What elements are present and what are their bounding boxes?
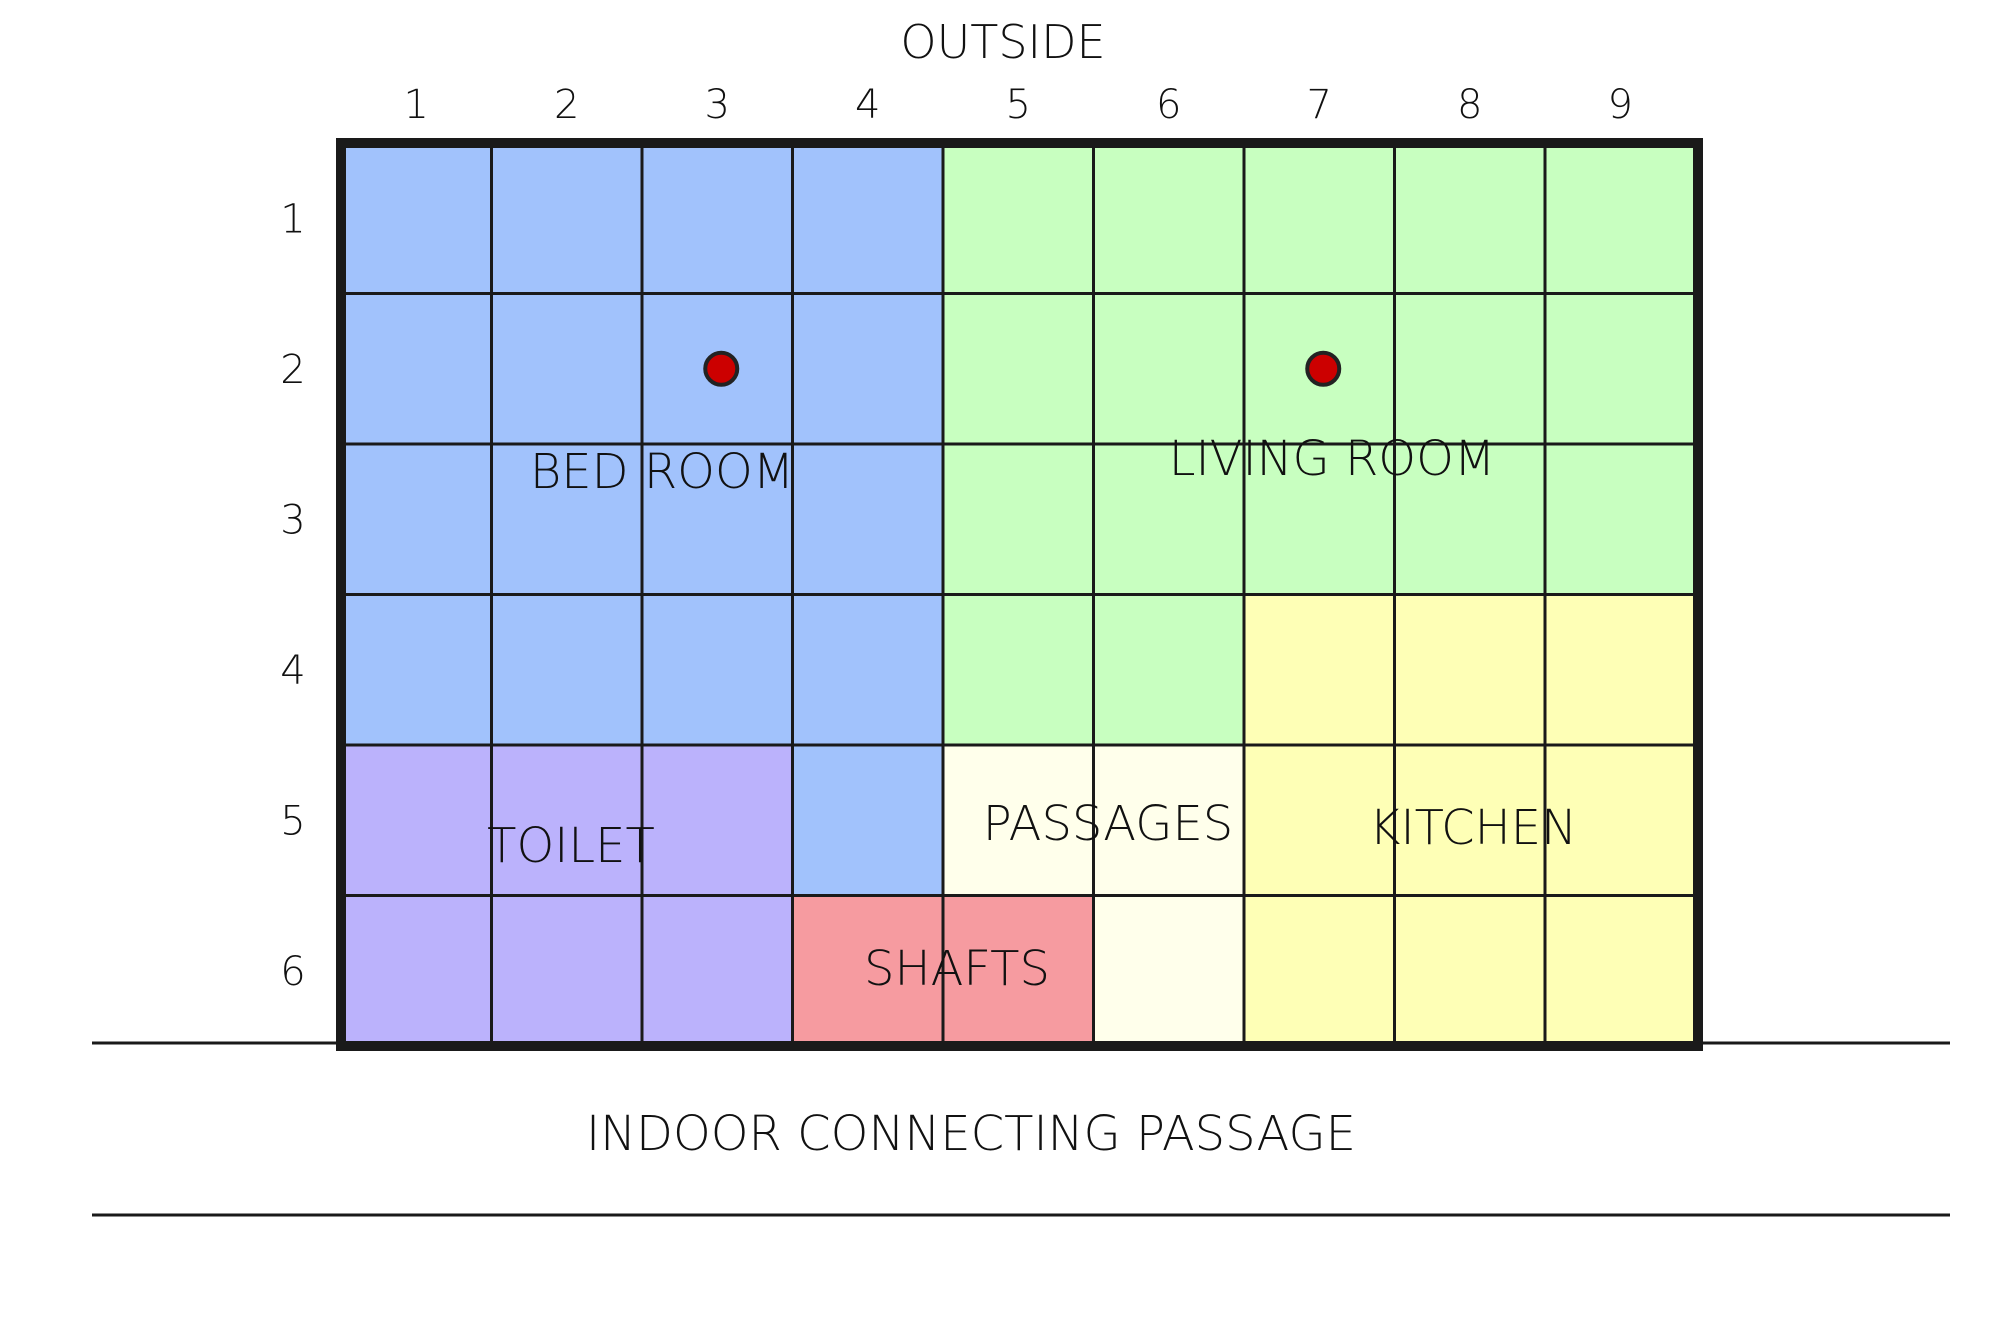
cell-bed-r1-c3 <box>642 143 793 294</box>
column-labels: 1 2 3 4 5 6 7 8 9 <box>404 82 1633 128</box>
grid-cells <box>341 143 1696 1046</box>
cell-kitchen-r6-c8 <box>1394 895 1545 1046</box>
column-label-3: 3 <box>705 82 730 128</box>
cell-passages-r5-c6 <box>1093 745 1244 896</box>
cell-shafts-r6-c5 <box>943 895 1094 1046</box>
outside-label: OUTSIDE <box>900 15 1105 69</box>
grid-lines <box>341 143 1696 1046</box>
cell-passages-r6-c6 <box>1093 895 1244 1046</box>
row-labels: 1 2 3 4 5 6 <box>280 196 305 995</box>
cell-kitchen-r5-c9 <box>1545 745 1696 896</box>
column-label-7: 7 <box>1307 82 1332 128</box>
column-label-9: 9 <box>1608 82 1633 128</box>
cell-bed-r2-c2 <box>491 293 642 444</box>
column-label-8: 8 <box>1457 82 1482 128</box>
kitchen-label: KITCHEN <box>1369 800 1577 856</box>
indoor-passage-label: INDOOR CONNECTING PASSAGE <box>586 1106 1356 1162</box>
bed-room-marker <box>703 350 740 387</box>
row-label-1: 1 <box>280 196 305 242</box>
cell-living-r1-c9 <box>1545 143 1696 294</box>
column-label-2: 2 <box>554 82 579 128</box>
toilet-label: TOILET <box>487 818 655 874</box>
cell-living-r3-c9 <box>1545 444 1696 595</box>
cell-living-r2-c9 <box>1545 293 1696 444</box>
bed-room-label: BED ROOM <box>530 444 794 500</box>
cell-kitchen-r4-c8 <box>1394 594 1545 745</box>
cell-kitchen-r5-c7 <box>1244 745 1395 896</box>
cell-toilet-r5-c1 <box>341 745 492 896</box>
cell-passages-r5-c5 <box>943 745 1094 896</box>
row-label-2: 2 <box>280 347 305 393</box>
cell-toilet-r6-c1 <box>341 895 492 1046</box>
cell-toilet-r5-c3 <box>642 745 793 896</box>
cell-bed-r2-c4 <box>792 293 943 444</box>
cell-kitchen-r6-c9 <box>1545 895 1696 1046</box>
cell-bed-r4-c4 <box>792 594 943 745</box>
column-label-1: 1 <box>404 82 429 128</box>
cell-bed-r4-c3 <box>642 594 793 745</box>
cell-toilet-r5-c2 <box>491 745 642 896</box>
row-label-6: 6 <box>280 949 305 995</box>
passages-label: PASSAGES <box>983 796 1234 852</box>
column-label-5: 5 <box>1006 82 1031 128</box>
cell-bed-r2-c1 <box>341 293 492 444</box>
cell-living-r3-c8 <box>1394 444 1545 595</box>
cell-living-r2-c6 <box>1093 293 1244 444</box>
living-room-label: LIVING ROOM <box>1169 431 1496 487</box>
cell-living-r3-c6 <box>1093 444 1244 595</box>
cell-bed-r4-c1 <box>341 594 492 745</box>
cell-bed-r3-c3 <box>642 444 793 595</box>
cell-living-r2-c5 <box>943 293 1094 444</box>
cell-bed-r3-c2 <box>491 444 642 595</box>
cell-toilet-r6-c2 <box>491 895 642 1046</box>
cell-bed-r5-c4 <box>792 745 943 896</box>
cell-bed-r1-c4 <box>792 143 943 294</box>
cell-bed-r1-c1 <box>341 143 492 294</box>
cell-living-r1-c8 <box>1394 143 1545 294</box>
cell-living-r3-c7 <box>1244 444 1395 595</box>
cell-kitchen-r4-c7 <box>1244 594 1395 745</box>
cell-bed-r3-c4 <box>792 444 943 595</box>
cell-bed-r3-c1 <box>341 444 492 595</box>
cell-toilet-r6-c3 <box>642 895 793 1046</box>
cell-kitchen-r5-c8 <box>1394 745 1545 896</box>
row-label-4: 4 <box>280 648 305 694</box>
cell-bed-r4-c2 <box>491 594 642 745</box>
cell-living-r4-c6 <box>1093 594 1244 745</box>
cell-living-r2-c8 <box>1394 293 1545 444</box>
cell-shafts-r6-c4 <box>792 895 943 1046</box>
cell-bed-r1-c2 <box>491 143 642 294</box>
column-label-6: 6 <box>1156 82 1181 128</box>
cell-kitchen-r4-c9 <box>1545 594 1696 745</box>
row-label-5: 5 <box>280 798 305 844</box>
cell-living-r3-c5 <box>943 444 1094 595</box>
cell-living-r1-c5 <box>943 143 1094 294</box>
cell-living-r1-c7 <box>1244 143 1395 294</box>
cell-living-r4-c5 <box>943 594 1094 745</box>
row-label-3: 3 <box>280 497 305 543</box>
outer-wall <box>336 138 1703 1051</box>
cell-kitchen-r6-c7 <box>1244 895 1395 1046</box>
living-room-marker <box>1305 350 1342 387</box>
cell-living-r1-c6 <box>1093 143 1244 294</box>
markers <box>703 350 1342 387</box>
column-label-4: 4 <box>855 82 880 128</box>
shafts-label: SHAFTS <box>864 941 1050 997</box>
